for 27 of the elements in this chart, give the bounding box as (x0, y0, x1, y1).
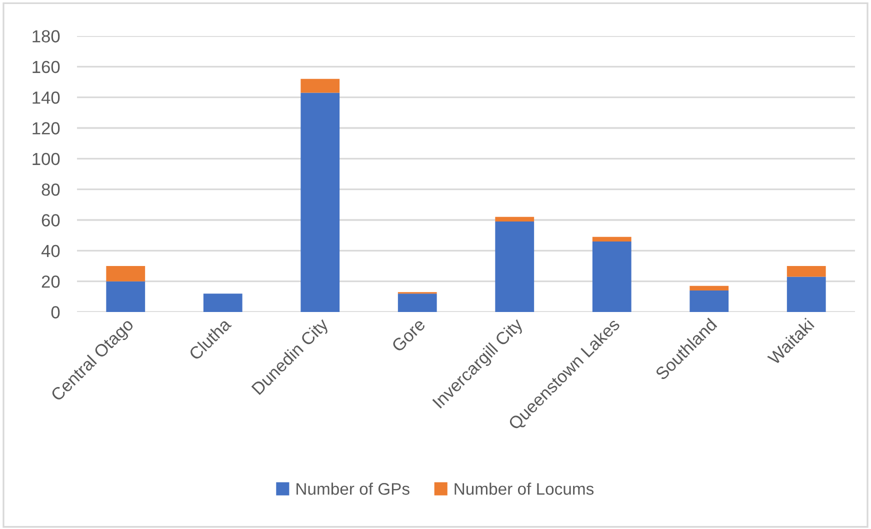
legend-label: Number of GPs (296, 482, 410, 495)
y-tick-label: 180 (32, 30, 60, 42)
bar (690, 290, 729, 312)
bar (495, 222, 534, 312)
y-tick-label: 100 (32, 152, 60, 166)
bar (106, 281, 146, 312)
bar (786, 266, 826, 277)
bar (300, 78, 340, 93)
bar (300, 92, 340, 312)
y-tick-label: 160 (32, 60, 60, 74)
bar (786, 276, 826, 312)
bar (203, 294, 242, 312)
bar (106, 266, 146, 282)
x-tick-label: Gore (391, 318, 426, 353)
y-tick-label: 120 (32, 122, 60, 134)
bar (398, 294, 437, 312)
y-tick-label: 60 (42, 214, 60, 226)
y-tick-label: 80 (42, 184, 60, 196)
y-tick-label: 0 (51, 306, 60, 318)
bar (592, 241, 632, 312)
y-tick-label: 40 (41, 244, 60, 258)
legend-label: Number of Locums (454, 482, 594, 495)
bar (495, 216, 534, 222)
bar (690, 286, 729, 291)
y-tick-label: 20 (42, 276, 60, 288)
y-tick-label: 140 (32, 92, 60, 104)
bar (592, 236, 632, 242)
